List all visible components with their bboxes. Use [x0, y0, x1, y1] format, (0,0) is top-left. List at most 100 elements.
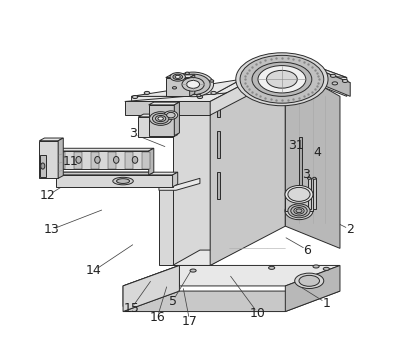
- Polygon shape: [176, 178, 200, 265]
- Ellipse shape: [240, 55, 324, 103]
- Ellipse shape: [294, 208, 304, 214]
- Polygon shape: [44, 172, 154, 175]
- Ellipse shape: [331, 74, 336, 78]
- Ellipse shape: [291, 206, 307, 216]
- Polygon shape: [308, 178, 311, 209]
- Polygon shape: [159, 178, 200, 190]
- Ellipse shape: [57, 156, 62, 163]
- Polygon shape: [123, 265, 180, 306]
- Polygon shape: [285, 265, 340, 311]
- Polygon shape: [217, 90, 220, 117]
- Polygon shape: [149, 102, 180, 105]
- Ellipse shape: [296, 209, 302, 213]
- Polygon shape: [73, 152, 82, 169]
- Ellipse shape: [170, 73, 185, 81]
- Polygon shape: [190, 75, 195, 96]
- Ellipse shape: [117, 179, 130, 184]
- Polygon shape: [159, 185, 176, 265]
- Ellipse shape: [144, 91, 150, 94]
- Text: 16: 16: [149, 311, 165, 324]
- Text: 15: 15: [124, 301, 140, 315]
- Text: 6: 6: [303, 244, 312, 257]
- Ellipse shape: [266, 70, 297, 88]
- Text: 10: 10: [250, 307, 266, 320]
- Polygon shape: [132, 55, 347, 114]
- Polygon shape: [217, 172, 220, 199]
- Ellipse shape: [156, 116, 166, 122]
- Polygon shape: [125, 59, 350, 102]
- Polygon shape: [149, 148, 154, 175]
- Ellipse shape: [176, 74, 210, 95]
- Ellipse shape: [313, 177, 316, 179]
- Ellipse shape: [41, 163, 45, 169]
- Ellipse shape: [285, 186, 313, 203]
- Ellipse shape: [132, 156, 138, 163]
- Polygon shape: [40, 155, 46, 177]
- Ellipse shape: [197, 94, 201, 97]
- Ellipse shape: [295, 273, 324, 288]
- Ellipse shape: [173, 87, 176, 89]
- Polygon shape: [299, 137, 302, 213]
- Text: 2: 2: [346, 223, 354, 236]
- Ellipse shape: [303, 211, 308, 214]
- Ellipse shape: [197, 95, 203, 98]
- Ellipse shape: [288, 187, 310, 201]
- Ellipse shape: [175, 75, 180, 79]
- Ellipse shape: [308, 177, 311, 179]
- Text: 17: 17: [182, 315, 198, 328]
- Ellipse shape: [167, 113, 175, 118]
- Polygon shape: [132, 55, 347, 96]
- Polygon shape: [173, 172, 178, 187]
- Ellipse shape: [285, 202, 313, 220]
- Polygon shape: [149, 105, 174, 135]
- Polygon shape: [125, 102, 210, 115]
- Ellipse shape: [76, 156, 81, 163]
- Ellipse shape: [173, 72, 213, 97]
- Text: 3: 3: [302, 168, 310, 181]
- Ellipse shape: [209, 80, 214, 82]
- Polygon shape: [142, 152, 151, 169]
- Ellipse shape: [95, 156, 100, 163]
- Polygon shape: [166, 75, 195, 78]
- Polygon shape: [173, 114, 178, 137]
- Text: 13: 13: [44, 223, 59, 236]
- Text: 1: 1: [322, 296, 330, 309]
- Polygon shape: [58, 138, 63, 178]
- Ellipse shape: [113, 177, 133, 185]
- Polygon shape: [39, 138, 63, 141]
- Ellipse shape: [268, 266, 275, 269]
- Ellipse shape: [182, 78, 204, 91]
- Polygon shape: [173, 250, 237, 265]
- Polygon shape: [44, 148, 154, 151]
- Polygon shape: [125, 152, 133, 169]
- Polygon shape: [57, 152, 65, 169]
- Ellipse shape: [173, 74, 182, 80]
- Ellipse shape: [288, 204, 310, 218]
- Text: 31: 31: [288, 139, 303, 152]
- Ellipse shape: [323, 267, 329, 270]
- Text: 3: 3: [129, 127, 137, 140]
- Polygon shape: [57, 175, 173, 187]
- Polygon shape: [123, 265, 180, 311]
- Ellipse shape: [132, 95, 138, 98]
- Ellipse shape: [258, 66, 306, 93]
- Polygon shape: [123, 291, 340, 311]
- Ellipse shape: [211, 91, 216, 94]
- Polygon shape: [217, 130, 220, 158]
- Ellipse shape: [152, 114, 169, 124]
- Polygon shape: [138, 117, 173, 137]
- Ellipse shape: [158, 117, 163, 120]
- Text: 5: 5: [169, 295, 176, 308]
- Ellipse shape: [149, 112, 172, 126]
- Text: 12: 12: [40, 189, 56, 202]
- Polygon shape: [57, 172, 178, 175]
- Text: 4: 4: [314, 146, 322, 159]
- Ellipse shape: [299, 275, 320, 286]
- Ellipse shape: [190, 269, 196, 272]
- Polygon shape: [285, 194, 313, 211]
- Text: 11: 11: [62, 155, 78, 168]
- Ellipse shape: [342, 80, 348, 83]
- Polygon shape: [173, 114, 210, 265]
- Ellipse shape: [114, 156, 119, 163]
- Polygon shape: [108, 152, 116, 169]
